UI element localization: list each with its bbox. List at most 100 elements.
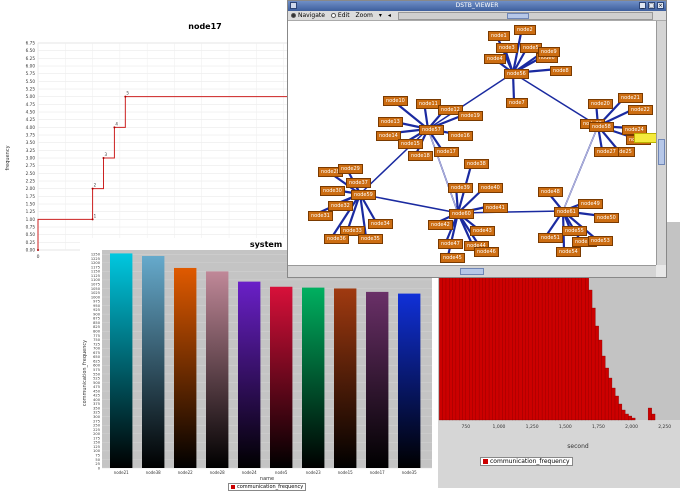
histogram-bar — [585, 275, 589, 421]
graph-node[interactable]: node18 — [408, 151, 433, 161]
graph-node[interactable]: node21 — [618, 93, 643, 103]
top-scrollbar-thumb[interactable] — [507, 13, 529, 19]
graph-node[interactable]: node50 — [594, 213, 619, 223]
graph-node[interactable]: node34 — [368, 219, 393, 229]
data-point — [91, 218, 94, 221]
graph-node[interactable]: node19 — [458, 111, 483, 121]
graph-node[interactable]: node39 — [448, 183, 473, 193]
edit-mode-radio[interactable]: Edit — [328, 12, 353, 19]
dstb-titlebar[interactable]: DSTB_VIEWER _ □ × — [288, 1, 666, 11]
graph-node[interactable]: node9 — [538, 47, 560, 57]
graph-node[interactable]: node59 — [351, 190, 376, 200]
graph-node[interactable]: node40 — [478, 183, 503, 193]
graph-node[interactable]: node17 — [434, 147, 459, 157]
x-tick-label: node22 — [178, 470, 194, 475]
graph-node[interactable]: node29 — [338, 164, 363, 174]
radio-selected-icon — [291, 13, 296, 18]
graph-node[interactable]: node22 — [628, 105, 653, 115]
y-tick-label: 4.00 — [26, 125, 36, 130]
graph-node[interactable]: node13 — [378, 117, 403, 127]
graph-node[interactable]: node38 — [464, 159, 489, 169]
histogram-bar — [614, 395, 619, 421]
navigate-mode-radio[interactable]: Navigate — [288, 12, 328, 19]
graph-node[interactable]: node56 — [504, 69, 529, 79]
graph-node[interactable]: node37 — [346, 178, 371, 188]
graph-node[interactable]: node31 — [308, 211, 333, 221]
zoom-label: Zoom — [355, 12, 373, 19]
graph-node[interactable]: node1 — [488, 31, 510, 41]
hub-edge — [457, 210, 564, 214]
graph-node[interactable]: node36 — [324, 234, 349, 244]
graph-node[interactable]: node58 — [589, 122, 614, 132]
graph-node[interactable]: node20 — [588, 99, 613, 109]
point-label: 5 — [126, 91, 129, 96]
y-tick-label: 1.50 — [26, 202, 36, 207]
graph-node[interactable]: node2 — [514, 25, 536, 35]
vertical-scrollbar[interactable] — [656, 21, 666, 265]
graph-node[interactable]: node54 — [556, 247, 581, 257]
x-tick-label: 2,250 — [658, 424, 671, 430]
point-label: 2 — [94, 183, 97, 188]
vertical-scrollbar-thumb[interactable] — [658, 139, 665, 165]
bar-node24 — [238, 281, 261, 468]
graph-node[interactable]: node33 — [340, 226, 365, 236]
graph-node[interactable]: node35 — [358, 234, 383, 244]
y-tick-label: 6.00 — [26, 64, 36, 69]
graph-node[interactable]: node10 — [383, 96, 408, 106]
light-edge — [562, 125, 599, 212]
graph-node[interactable]: node12 — [438, 105, 463, 115]
graph-node[interactable]: node11 — [416, 99, 441, 109]
graph-node[interactable]: node15 — [398, 139, 423, 149]
y-tick-label: 725 — [93, 342, 100, 346]
graph-node[interactable]: node62 — [634, 133, 656, 143]
zoom-dropdown-arrow-icon[interactable]: ▾ — [378, 12, 382, 19]
histogram-bar — [591, 307, 596, 421]
y-tick-label: 1050 — [91, 287, 101, 291]
y-tick-label: 150 — [93, 441, 101, 445]
graph-node[interactable]: node53 — [588, 236, 613, 246]
graph-node[interactable]: node32 — [328, 201, 353, 211]
graph-node[interactable]: node45 — [440, 253, 465, 263]
graph-node[interactable]: node7 — [506, 98, 528, 108]
horizontal-scrollbar-thumb[interactable] — [460, 268, 484, 275]
graph-node[interactable]: node41 — [483, 203, 508, 213]
histogram-bar — [631, 417, 636, 421]
y-tick-label: 1025 — [91, 291, 100, 295]
node17-ylabel: frequency — [5, 145, 11, 170]
graph-node[interactable]: node49 — [578, 199, 603, 209]
graph-node[interactable]: node14 — [376, 131, 401, 141]
minimize-button[interactable]: _ — [639, 2, 646, 9]
top-scrollbar[interactable] — [398, 12, 653, 20]
graph-node[interactable]: node42 — [428, 220, 453, 230]
graph-node[interactable]: node27 — [594, 147, 619, 157]
graph-node[interactable]: node30 — [320, 186, 345, 196]
horizontal-scrollbar[interactable] — [288, 265, 656, 277]
zoom-menu[interactable]: Zoom — [353, 12, 376, 19]
dstb-viewer-window[interactable]: DSTB_VIEWER _ □ × Navigate Edit Zoom ▾ ◂… — [287, 0, 667, 278]
y-tick-label: 125 — [93, 445, 100, 449]
scroll-left-arrow-icon[interactable]: ◂ — [387, 12, 391, 19]
graph-canvas[interactable]: node1 node2 node3 node4 node5 node6 node7 node8… — [288, 21, 656, 265]
x-tick-label: node38 — [146, 470, 162, 475]
graph-node[interactable]: node43 — [470, 226, 495, 236]
y-tick-label: 1.00 — [26, 217, 36, 222]
graph-node[interactable]: node16 — [448, 131, 473, 141]
bar-node22 — [174, 267, 197, 468]
graph-node[interactable]: node46 — [474, 247, 499, 257]
graph-node[interactable]: node8 — [550, 66, 572, 76]
graph-node[interactable]: node3 — [496, 43, 518, 53]
graph-node[interactable]: node51 — [538, 233, 563, 243]
maximize-button[interactable]: □ — [648, 2, 655, 9]
close-button[interactable]: × — [657, 2, 664, 9]
graph-node[interactable]: node60 — [449, 209, 474, 219]
graph-node[interactable]: node57 — [419, 125, 444, 135]
graph-node[interactable]: node55 — [562, 226, 587, 236]
graph-node[interactable]: node4 — [484, 54, 506, 64]
graph-node[interactable]: node61 — [554, 207, 579, 217]
y-tick-label: 825 — [93, 325, 100, 329]
light-edge — [427, 128, 459, 214]
histogram-bar — [651, 413, 656, 421]
window-menu-icon[interactable] — [290, 2, 297, 9]
graph-node[interactable]: node48 — [538, 187, 563, 197]
graph-node[interactable]: node47 — [438, 239, 463, 249]
